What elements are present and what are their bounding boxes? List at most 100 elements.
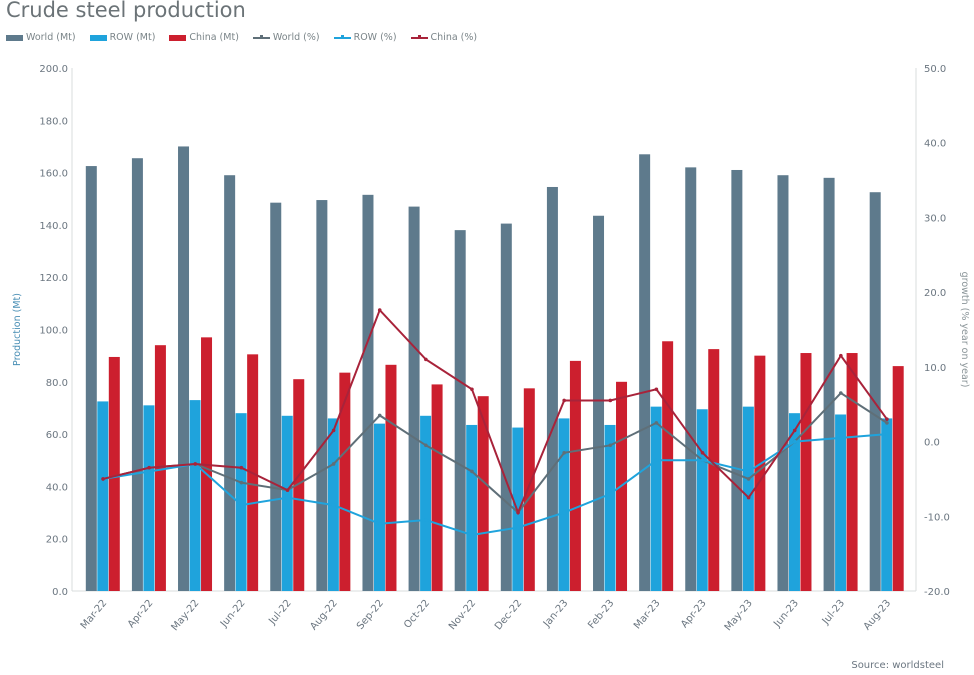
x-tick-label: Jul-22 [266, 598, 293, 628]
y-tick-label: 100.0 [39, 326, 68, 337]
legend: World (Mt) ROW (Mt) China (Mt) World (%) ROW… [6, 32, 477, 43]
line-world [102, 391, 888, 515]
point-china [746, 495, 751, 500]
y-tick-label: 160.0 [39, 169, 68, 180]
bar-china-mt [662, 341, 674, 591]
bar-china-mt [569, 360, 581, 591]
y2-tick-label: -20.0 [924, 587, 950, 598]
legend-item: ROW (Mt) [89, 32, 155, 43]
point-row [839, 436, 843, 440]
bar-row-mt [788, 413, 800, 591]
legend-label: ROW (%) [353, 32, 397, 43]
bar-world-mt [131, 158, 143, 591]
point-row [885, 432, 889, 436]
legend-line [252, 34, 270, 39]
x-tick-label: Jul-23 [820, 598, 847, 628]
bar-world-mt [639, 154, 651, 592]
y-tick-label: 140.0 [39, 221, 68, 232]
y2-tick-label: 40.0 [924, 139, 946, 150]
legend-label: China (Mt) [189, 32, 239, 43]
point-china [101, 477, 105, 481]
x-tick-label: May-22 [169, 598, 201, 633]
point-china [516, 510, 520, 515]
point-world [654, 421, 659, 425]
y2-tick-label: 50.0 [924, 64, 946, 75]
bar-row-mt [650, 406, 662, 591]
point-row [654, 458, 659, 463]
point-china [792, 428, 797, 433]
bar-china-mt [154, 345, 166, 591]
bar-world-mt [546, 186, 558, 592]
y2-axis-label: growth (% year on year) [959, 272, 970, 388]
point-china [562, 398, 566, 403]
bar-world-mt [869, 192, 881, 591]
bar-world-mt [777, 175, 789, 591]
point-world [239, 480, 244, 485]
line-row [102, 433, 888, 536]
bar-china-mt [754, 355, 766, 591]
y-tick-label: 80.0 [46, 378, 68, 389]
y2-tick-label: 30.0 [924, 213, 946, 224]
bar-world-mt [823, 177, 835, 591]
legend-label: World (%) [272, 32, 320, 43]
x-tick-label: Apr-22 [126, 598, 156, 630]
bar-row-mt [420, 415, 432, 591]
bar-world-mt [85, 166, 97, 591]
point-row [608, 492, 613, 496]
point-china [839, 353, 843, 358]
bar-china-mt [477, 396, 489, 591]
y2-tick-label: 20.0 [924, 288, 946, 299]
bar-china-mt [523, 388, 535, 591]
x-tick-label: Jun-23 [771, 598, 801, 630]
line-china [102, 308, 888, 516]
bar-world-mt [224, 175, 236, 591]
point-world [424, 443, 428, 448]
x-tick-label: Feb-23 [586, 598, 616, 631]
legend-label: World (Mt) [26, 32, 76, 43]
x-tick-label: Dec-22 [493, 598, 524, 632]
y2-tick-label: 0.0 [924, 438, 940, 449]
point-row [285, 495, 290, 500]
x-tick-label: Apr-23 [679, 598, 709, 630]
legend-item: World (Mt) [6, 32, 76, 43]
x-tick-label: Aug-23 [862, 598, 893, 633]
bar-world-mt [685, 167, 697, 591]
point-china [885, 417, 889, 421]
bar-row-mt [373, 423, 385, 591]
y-tick-label: 0.0 [52, 587, 68, 598]
legend-swatch [169, 34, 187, 41]
bar-row-mt [604, 424, 616, 591]
source-note: Source: worldsteel [851, 660, 944, 671]
bar-row-mt [881, 418, 893, 591]
point-row [377, 521, 382, 526]
point-row [700, 458, 705, 463]
x-tick-label: Jan-23 [541, 598, 570, 630]
point-china [239, 465, 244, 470]
bar-row-mt [143, 405, 155, 591]
point-china [377, 308, 382, 312]
bar-china-mt [108, 356, 120, 591]
point-world [608, 443, 613, 448]
bar-world-mt [178, 146, 190, 591]
y-tick-label: 120.0 [39, 273, 68, 284]
bar-row-mt [97, 401, 109, 591]
bar-row-mt [466, 424, 478, 591]
x-tick-label: Mar-22 [79, 598, 110, 632]
legend-line [333, 34, 351, 39]
y2-tick-label: -10.0 [924, 512, 950, 523]
point-china [424, 357, 428, 362]
point-china [285, 488, 290, 492]
y-tick-label: 60.0 [46, 430, 68, 441]
point-row [562, 510, 566, 515]
y-tick-label: 180.0 [39, 116, 68, 127]
bar-world-mt [408, 206, 420, 591]
point-world [377, 413, 382, 418]
point-world [839, 391, 843, 395]
bar-row-mt [696, 409, 708, 591]
bar-china-mt [339, 372, 351, 591]
point-world [470, 469, 474, 474]
point-china [700, 450, 705, 455]
legend-item: ROW (%) [333, 32, 397, 43]
point-china [147, 465, 151, 470]
